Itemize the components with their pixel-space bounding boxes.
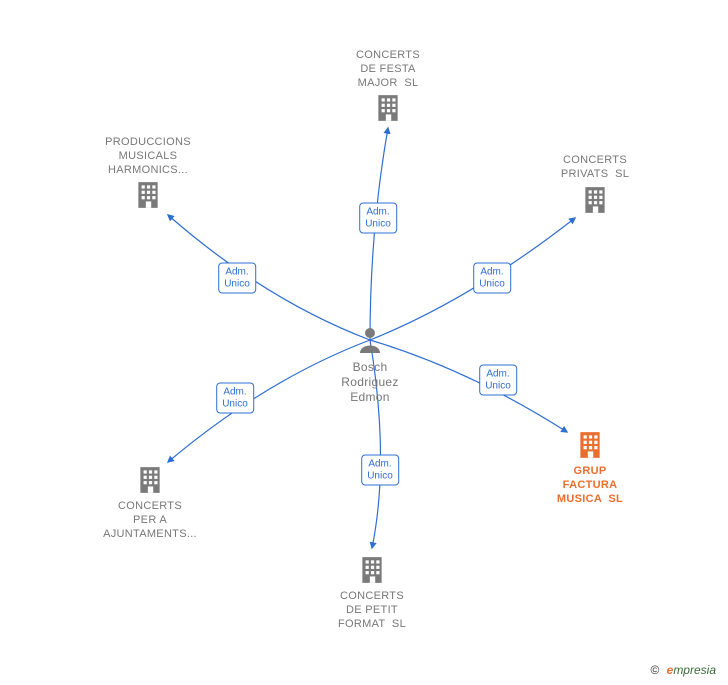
node-label[interactable]: CONCERTS DE FESTA MAJOR SL [333,49,443,90]
node-label[interactable]: GRUP FACTURA MUSICA SL [535,465,645,506]
node-label[interactable]: CONCERTS DE PETIT FORMAT SL [317,590,427,631]
center-node-label: Bosch Rodriguez Edmon [315,360,425,405]
edge [168,215,370,340]
node-label[interactable]: PRODUCCIONS MUSICALS HARMONICS... [93,136,203,177]
building-icon[interactable] [577,430,603,460]
building-icon[interactable] [135,180,161,210]
edge [370,128,388,340]
brand-rest: mpresia [673,663,716,677]
copyright-symbol: © [650,663,659,677]
node-label[interactable]: CONCERTS PER A AJUNTAMENTS... [95,500,205,541]
edge-label: Adm. Unico [361,455,399,486]
building-icon[interactable] [582,185,608,215]
edge-label: Adm. Unico [218,263,256,294]
edge-label: Adm. Unico [359,203,397,234]
person-icon[interactable] [358,326,382,354]
edge-label: Adm. Unico [216,383,254,414]
building-icon[interactable] [137,465,163,495]
building-icon[interactable] [359,555,385,585]
watermark: © empresia [650,663,716,677]
node-label[interactable]: CONCERTS PRIVATS SL [540,154,650,182]
building-icon[interactable] [375,93,401,123]
edge-label: Adm. Unico [479,365,517,396]
edge-label: Adm. Unico [473,263,511,294]
